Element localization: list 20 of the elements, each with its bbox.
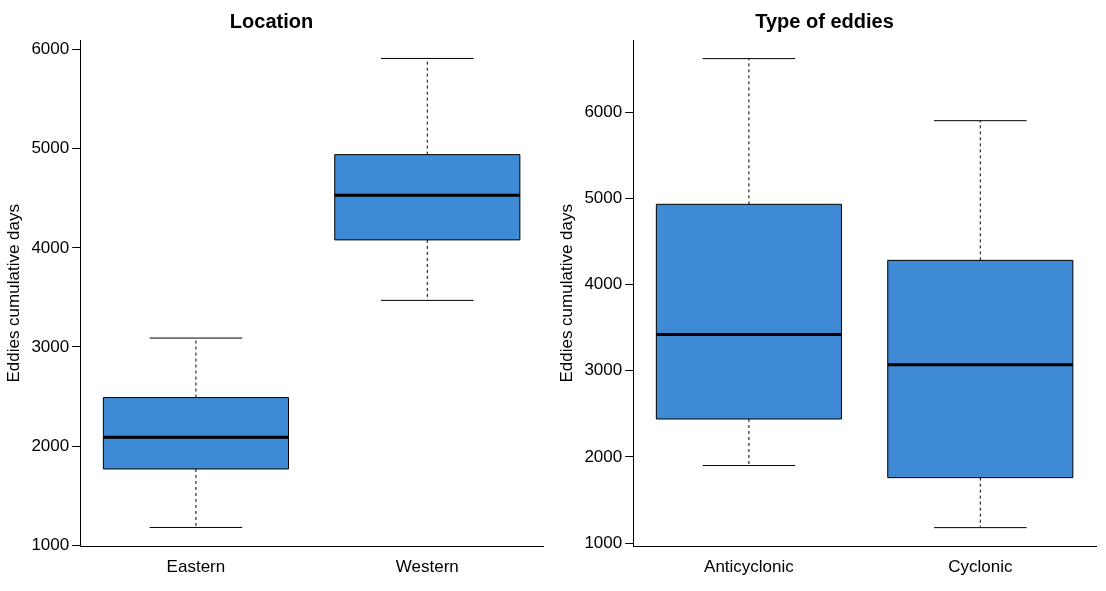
x-tick-label: Cyclonic bbox=[948, 557, 1013, 577]
y-axis-title: Eddies cumulative days bbox=[556, 204, 576, 383]
y-tick-label: 6000 bbox=[584, 101, 623, 121]
x-tick-label: Eastern bbox=[166, 557, 226, 577]
chart-title: Location bbox=[229, 9, 314, 32]
y-tick-label: 3000 bbox=[31, 336, 70, 356]
y-tick-label: 2000 bbox=[584, 446, 623, 466]
x-tick-label: Anticyclonic bbox=[704, 557, 795, 577]
y-tick-label: 2000 bbox=[31, 435, 70, 455]
y-tick-label: 5000 bbox=[584, 187, 623, 207]
chart-title: Type of eddies bbox=[755, 9, 894, 32]
y-tick-label: 6000 bbox=[31, 39, 70, 59]
y-tick-label: 3000 bbox=[584, 360, 623, 380]
y-axis-title: Eddies cumulative days bbox=[3, 204, 23, 383]
x-tick-label: Western bbox=[395, 557, 459, 577]
y-tick-label: 4000 bbox=[584, 274, 623, 294]
y-tick-label: 4000 bbox=[31, 237, 70, 257]
y-tick-label: 5000 bbox=[31, 138, 70, 158]
y-tick-label: 1000 bbox=[584, 532, 623, 552]
y-tick-label: 1000 bbox=[31, 535, 70, 554]
